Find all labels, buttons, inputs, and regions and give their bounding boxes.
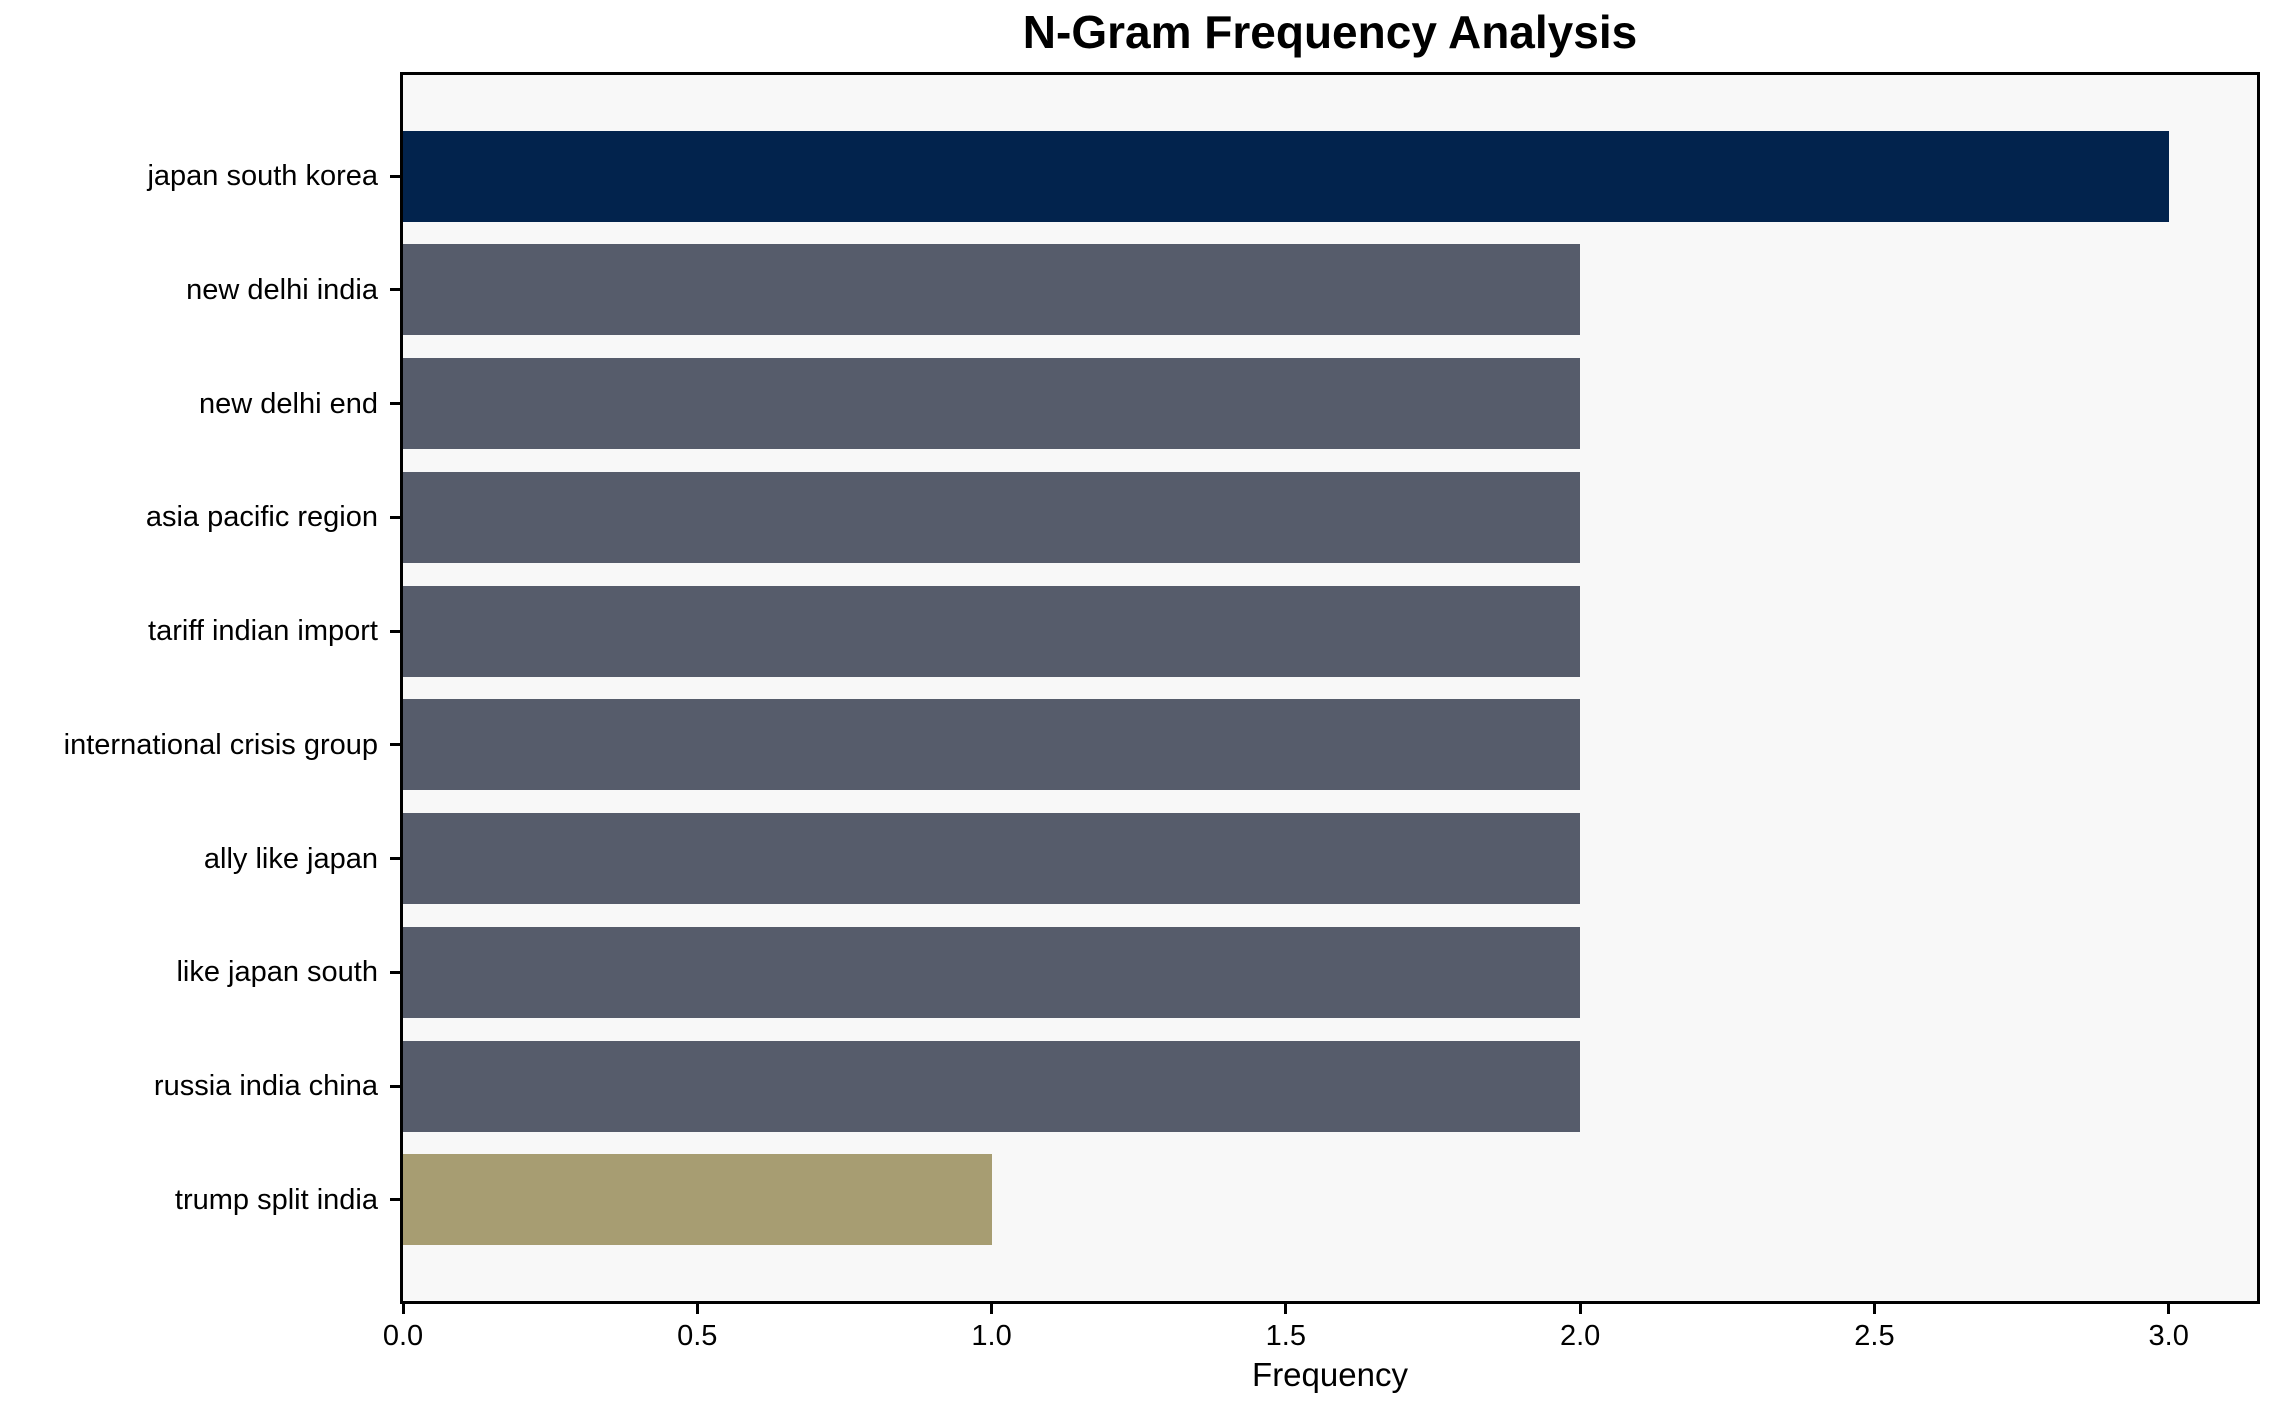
x-tick-mark [401,1304,405,1314]
bars-layer [403,75,2257,1301]
bar [403,130,2169,222]
bar [403,699,1581,791]
x-tick-mark [1284,1304,1288,1314]
y-tick-mark [390,857,400,861]
bar [403,1154,992,1246]
y-tick-mark [390,970,400,974]
y-tick-label: tariff indian import [148,615,378,648]
y-tick-mark [390,743,400,747]
y-tick-label: japan south korea [147,160,378,193]
y-tick-label: asia pacific region [145,501,378,534]
bar [403,926,1581,1018]
bar [403,244,1581,336]
x-tick-label: 1.0 [971,1320,1012,1352]
plot-area [400,72,2260,1304]
y-tick-label: international crisis group [63,728,378,761]
y-tick-mark [390,288,400,292]
x-tick-label: 1.5 [1265,1320,1307,1352]
bar [403,585,1581,677]
bar [403,471,1581,563]
y-tick-mark [390,1198,400,1202]
x-tick-mark [990,1304,994,1314]
y-tick-mark [390,174,400,178]
y-tick-label: new delhi india [186,273,378,306]
y-tick-mark [390,629,400,633]
x-axis-label: Frequency [1252,1356,1408,1393]
x-tick-mark [1872,1304,1876,1314]
bar [403,358,1581,450]
y-tick-mark [390,402,400,406]
bar [403,813,1581,905]
y-tick-label: new delhi end [199,387,378,420]
y-tick-label: russia india china [153,1070,378,1103]
x-tick-label: 2.0 [1559,1320,1601,1352]
x-tick-label: 2.5 [1854,1320,1895,1352]
y-tick-mark [390,515,400,519]
y-tick-label: ally like japan [203,842,378,875]
x-tick-label: 0.5 [677,1320,718,1352]
x-tick-mark [1578,1304,1582,1314]
x-tick-mark [2167,1304,2171,1314]
y-tick-label: trump split india [174,1183,378,1216]
y-tick-label: like japan south [176,956,378,989]
x-tick-label: 3.0 [2148,1320,2189,1352]
bar [403,1040,1581,1132]
chart-title: N-Gram Frequency Analysis [1022,6,1638,58]
x-tick-mark [695,1304,699,1314]
x-tick-label: 0.0 [382,1320,424,1352]
y-tick-mark [390,1084,400,1088]
